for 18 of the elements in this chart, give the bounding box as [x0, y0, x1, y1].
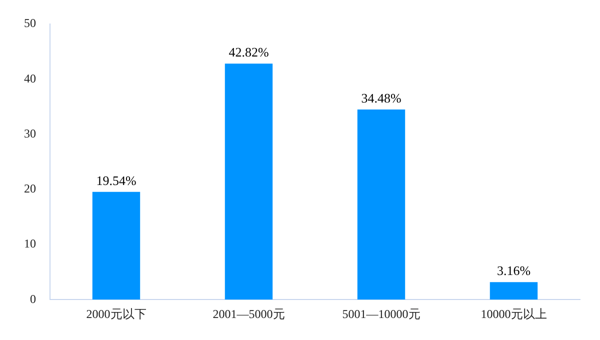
data-label: 42.82%: [228, 44, 269, 60]
data-label: 34.48%: [361, 90, 402, 106]
data-label: 19.54%: [96, 172, 136, 188]
bar: [224, 64, 273, 300]
y-tick-label: 10: [24, 236, 36, 251]
bar: [357, 110, 406, 300]
y-tick-label: 20: [24, 182, 36, 196]
x-tick-label: 2000元以下: [86, 306, 146, 321]
bar: [490, 282, 538, 300]
y-tick-label: 40: [24, 71, 36, 86]
bar: [92, 192, 140, 300]
x-tick-label: 5001—10000元: [342, 306, 420, 321]
y-tick-label: 30: [24, 126, 36, 140]
y-tick-label: 50: [24, 16, 36, 30]
x-tick-label: 2001—5000元: [212, 306, 285, 321]
data-label: 3.16%: [496, 263, 531, 278]
x-tick-label: 10000元以上: [480, 306, 547, 321]
y-tick-label: 0: [30, 292, 36, 306]
